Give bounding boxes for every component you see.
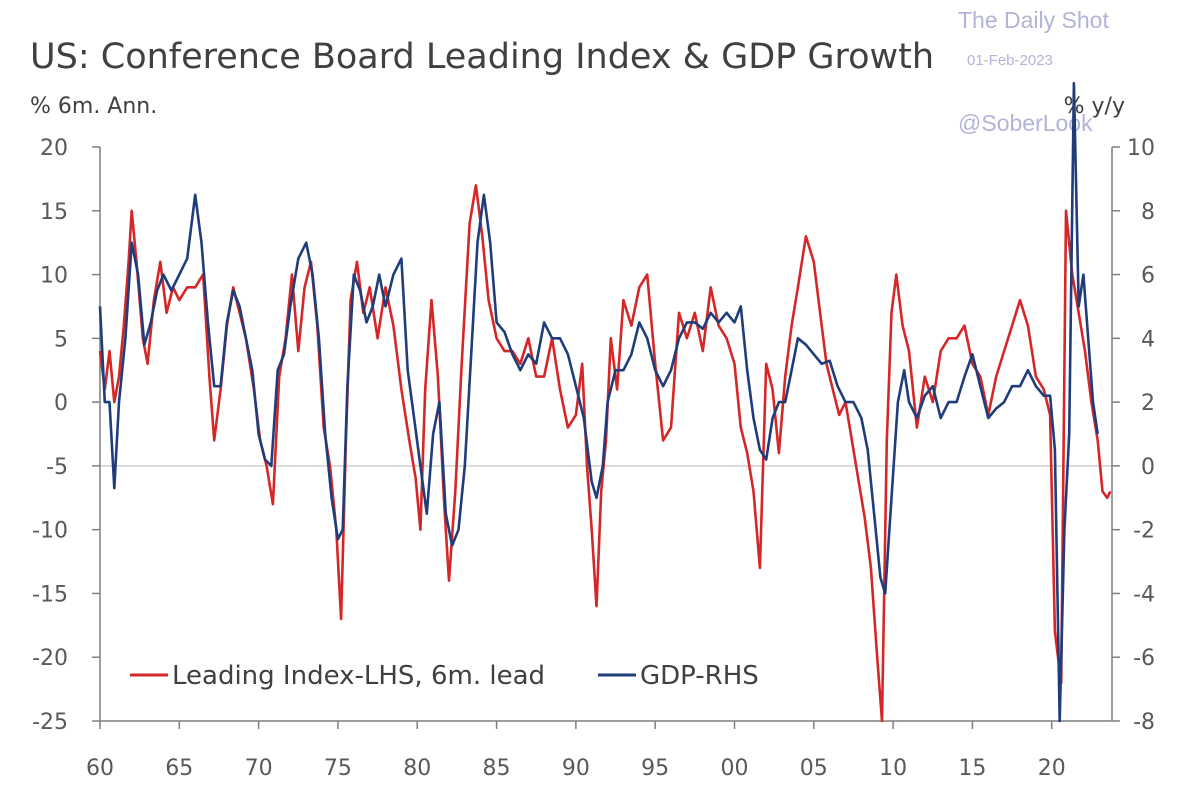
watermark-line3: @SoberLook xyxy=(958,110,1093,136)
axes-layer xyxy=(92,146,1120,729)
right-tick-label: -6 xyxy=(1133,646,1155,671)
x-tick-label: 20 xyxy=(1038,756,1066,781)
series-layer xyxy=(98,81,1112,723)
x-tick-label: 15 xyxy=(958,756,986,781)
right-tick-label: 2 xyxy=(1141,391,1155,416)
watermark-line1: The Daily Shot xyxy=(958,7,1109,33)
series-line-gdp xyxy=(98,81,1099,723)
x-tick-label: 85 xyxy=(483,756,511,781)
x-tick-label: 70 xyxy=(245,756,273,781)
legend-label-leading: Leading Index-LHS, 6m. lead xyxy=(172,661,545,691)
legend: Leading Index-LHS, 6m. lead GDP-RHS xyxy=(130,661,759,691)
left-tick-label: 5 xyxy=(54,327,68,352)
series-line-leading-index xyxy=(98,184,1112,723)
left-tick-label: -15 xyxy=(32,582,68,607)
right-tick-label: 6 xyxy=(1141,264,1155,289)
left-tick-label: -25 xyxy=(32,710,68,735)
x-tick-label: 65 xyxy=(165,756,193,781)
right-tick-label: 4 xyxy=(1141,327,1155,352)
left-tick-label: -10 xyxy=(32,519,68,544)
left-tick-label: -5 xyxy=(46,455,68,480)
x-tick-label: 80 xyxy=(403,756,431,781)
x-tick-label: 60 xyxy=(86,756,114,781)
legend-label-gdp: GDP-RHS xyxy=(640,661,759,691)
x-tick-label: 95 xyxy=(641,756,669,781)
x-tick-label: 05 xyxy=(800,756,828,781)
left-axis-unit: % 6m. Ann. xyxy=(30,94,157,119)
right-tick-label: -8 xyxy=(1133,710,1155,735)
x-tick-label: 10 xyxy=(879,756,907,781)
x-tick-label: 00 xyxy=(720,756,748,781)
right-tick-label: 0 xyxy=(1141,455,1155,480)
left-tick-label: 15 xyxy=(40,200,68,225)
right-tick-label: 8 xyxy=(1141,200,1155,225)
x-tick-label: 90 xyxy=(562,756,590,781)
right-tick-label: -4 xyxy=(1133,582,1155,607)
right-tick-label: 10 xyxy=(1127,136,1155,161)
left-tick-label: 20 xyxy=(40,136,68,161)
left-tick-label: -20 xyxy=(32,646,68,671)
chart-title: US: Conference Board Leading Index & GDP… xyxy=(30,37,934,77)
left-tick-label: 0 xyxy=(54,391,68,416)
left-tick-label: 10 xyxy=(40,264,68,289)
watermark-line2: 01-Feb-2023 xyxy=(967,52,1053,69)
x-tick-label: 75 xyxy=(324,756,352,781)
right-tick-label: -2 xyxy=(1133,519,1155,544)
